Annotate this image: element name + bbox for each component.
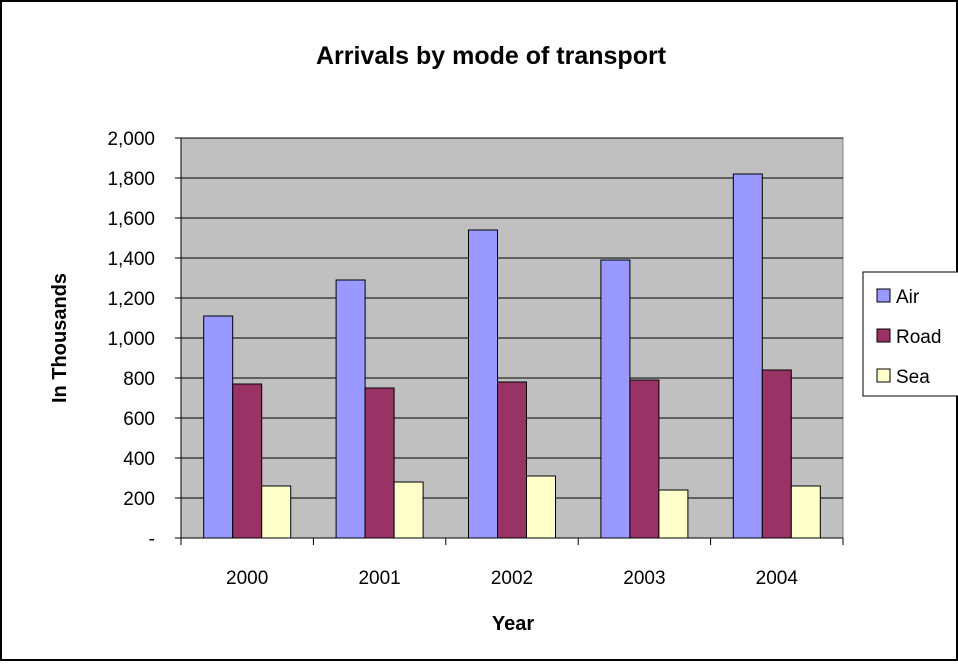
legend-swatch-sea: [876, 368, 891, 383]
chart-title: Arrivals by mode of transport: [316, 42, 667, 70]
x-tick-label: 2001: [358, 568, 400, 589]
legend: Air Road Sea: [862, 271, 958, 397]
x-axis: 2000 2001 2002 2003 2004: [180, 537, 844, 589]
bar-road-2002: [497, 381, 527, 539]
bar-road-2000: [232, 383, 263, 539]
y-tick-label: 600: [123, 409, 155, 430]
y-tick-label: 2,000: [107, 129, 155, 150]
bar-air-2002: [468, 229, 498, 539]
bar-road-2001: [364, 387, 395, 539]
y-tick-label: 1,800: [107, 169, 155, 190]
y-tick-label: 800: [123, 369, 155, 390]
x-tick-label: 2000: [226, 568, 268, 589]
y-tick-label: 400: [123, 449, 155, 470]
bar-sea-2004: [790, 485, 821, 539]
bar-air-2003: [600, 259, 631, 539]
y-tick-label: 200: [123, 489, 155, 510]
bar-air-2004: [732, 173, 763, 539]
y-tick-label: 1,400: [107, 249, 155, 270]
x-tick-label: 2003: [623, 568, 665, 589]
bar-sea-2001: [393, 481, 424, 539]
bar-sea-2000: [261, 485, 292, 539]
y-tick-label: 1,000: [107, 329, 155, 350]
legend-label-sea: Sea: [896, 367, 930, 388]
y-tick-label: -: [149, 529, 155, 550]
x-tick-label: 2002: [491, 568, 533, 589]
legend-label-air: Air: [896, 287, 920, 308]
y-axis-title: In Thousands: [49, 273, 71, 403]
y-axis: - 200 400 600 800 1,000 1,200 1,400 1,600 1,800 2,…: [107, 129, 182, 550]
x-tick-label: 2004: [756, 568, 799, 589]
y-tick-label: 1,200: [107, 289, 155, 310]
bar-road-2003: [629, 379, 660, 539]
x-axis-title: Year: [492, 613, 534, 635]
legend-swatch-air: [876, 288, 891, 303]
legend-swatch-road: [876, 328, 891, 343]
bar-road-2004: [761, 369, 792, 539]
y-tick-label: 1,600: [107, 209, 155, 230]
bar-air-2001: [335, 279, 366, 539]
bar-air-2000: [203, 315, 234, 539]
bar-sea-2003: [658, 489, 689, 539]
legend-label-road: Road: [896, 327, 941, 348]
bar-sea-2002: [526, 475, 556, 539]
